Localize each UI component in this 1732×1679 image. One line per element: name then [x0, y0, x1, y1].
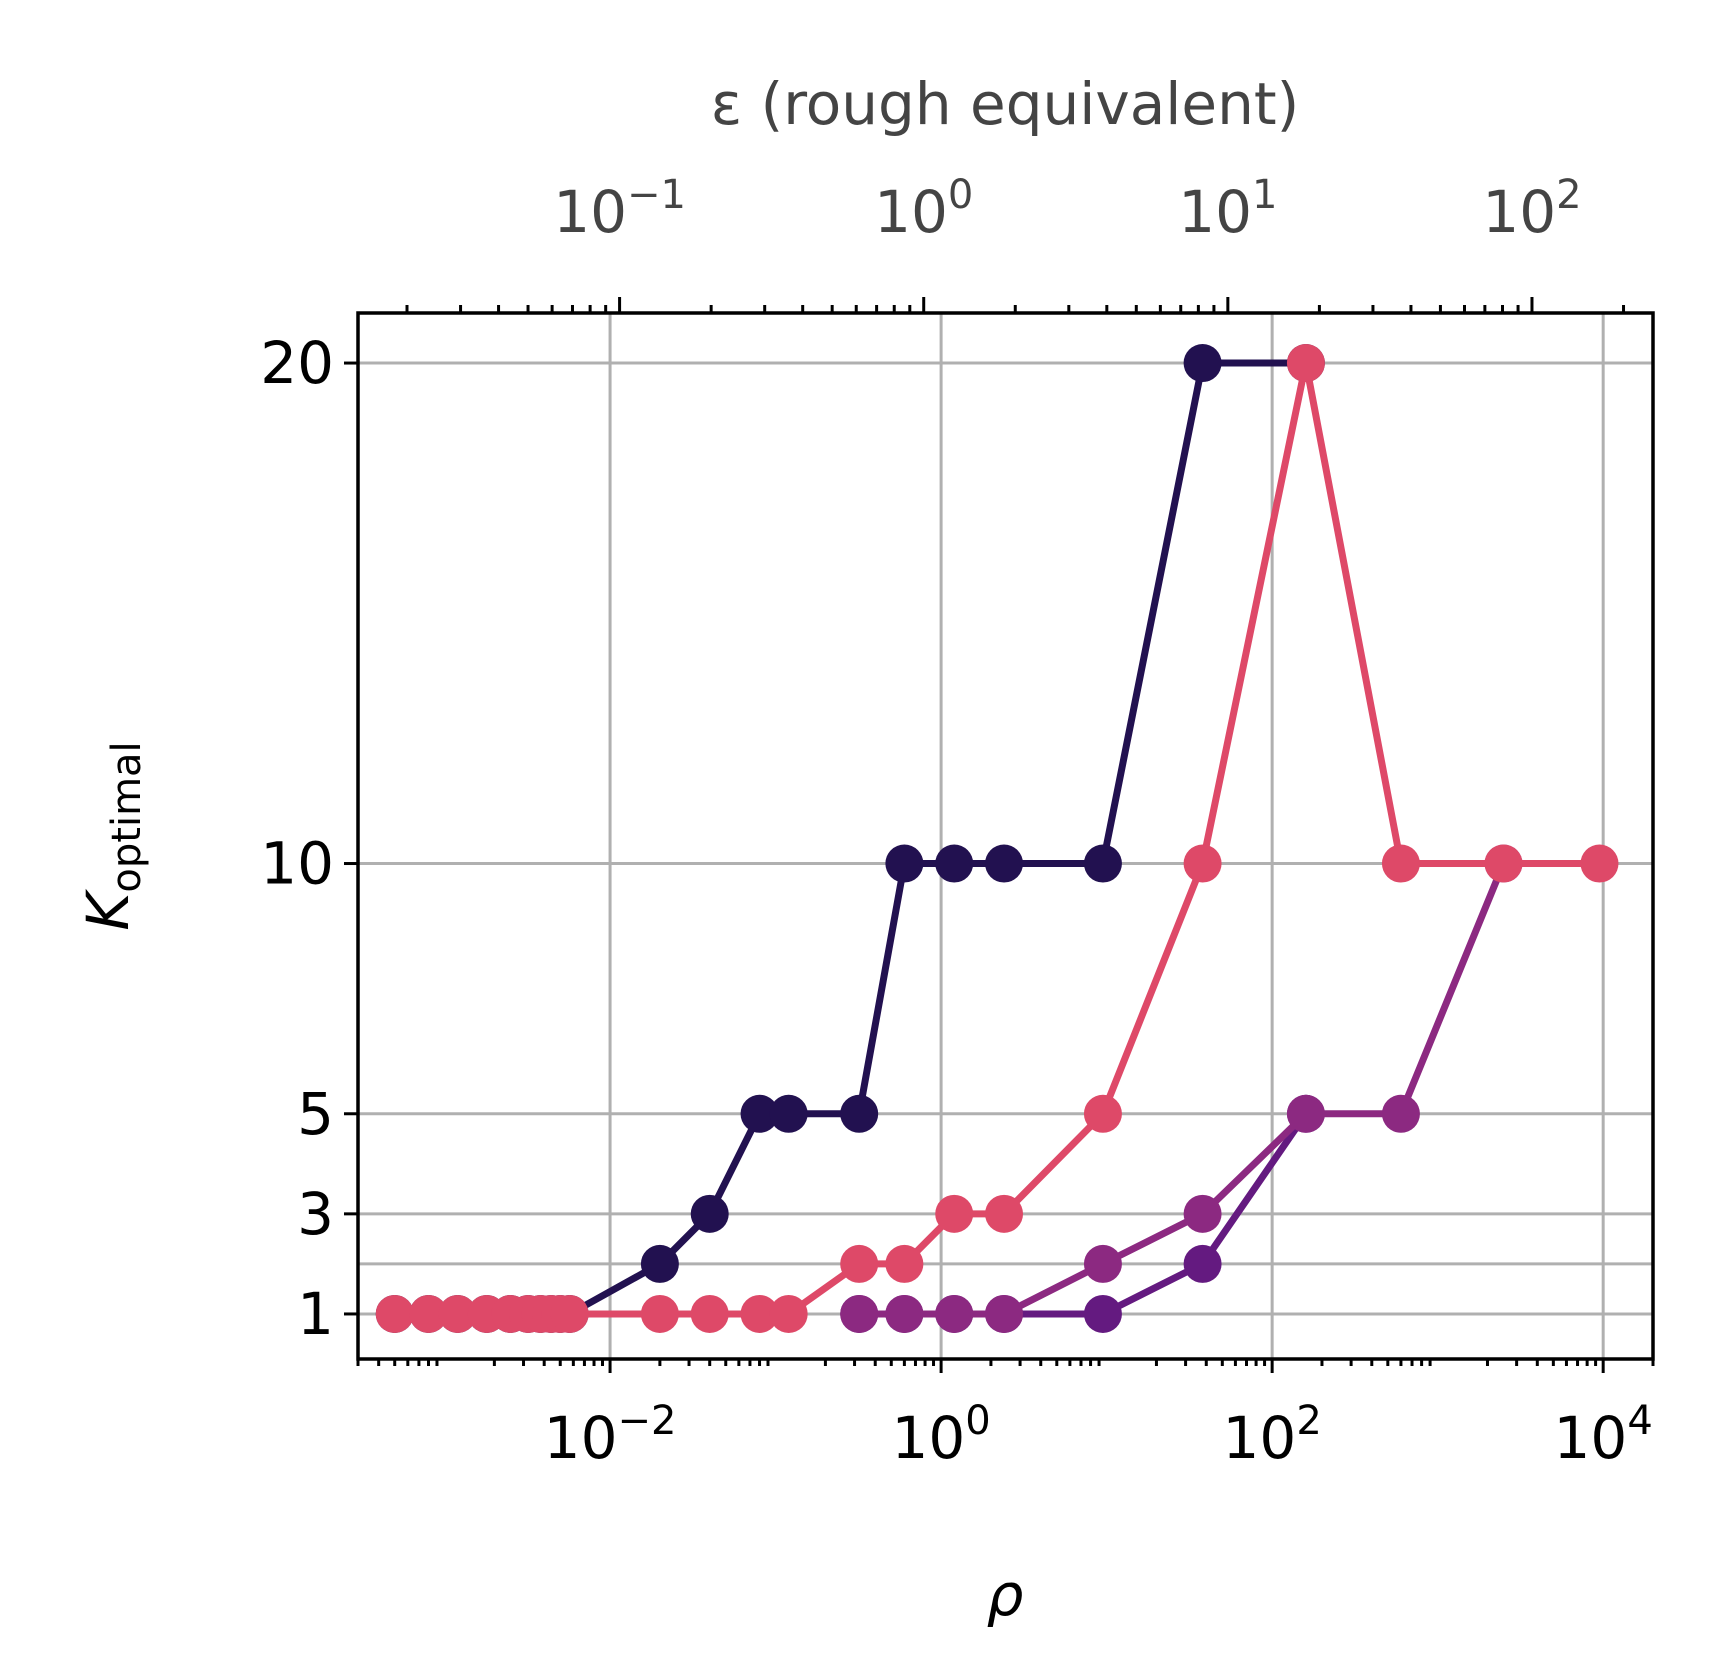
- series-3-point: [690, 1294, 729, 1333]
- x-axis-title: ρ: [987, 1561, 1024, 1629]
- series-3-point: [1286, 344, 1325, 383]
- series-0-point: [885, 844, 924, 883]
- y-axis-title-main: K: [74, 889, 142, 931]
- series-0-point: [690, 1194, 729, 1233]
- series-0-point: [740, 1094, 779, 1133]
- y-tick-label-2: 5: [297, 1080, 334, 1148]
- top-axis-title: ε (rough equivalent): [711, 70, 1299, 138]
- top-tick-label-2: 101: [1178, 172, 1277, 246]
- series-3-point: [1083, 1094, 1122, 1133]
- plot-frame: [356, 311, 1655, 1361]
- y-tick-label-1: 3: [297, 1180, 334, 1248]
- y-axis-title-subscript: optimal: [104, 741, 150, 892]
- top-tick-label-3: 102: [1482, 172, 1581, 246]
- y-axis-title: Koptimal: [74, 741, 150, 930]
- series-3-point: [740, 1294, 779, 1333]
- top-axis: 10−1 100 101 102: [405, 172, 1626, 313]
- left-axis: 1 3 5 10 20: [260, 329, 358, 1348]
- series-3-point: [885, 1244, 924, 1283]
- y-tick-label-3: 10: [260, 830, 334, 898]
- series-2-line: [859, 862, 1507, 1318]
- x-tick-label-3: 104: [1554, 1398, 1653, 1472]
- series-3-point: [550, 1294, 589, 1333]
- series-3-point: [1484, 844, 1523, 883]
- series-2-point: [985, 1294, 1024, 1333]
- series-3: [375, 344, 1619, 1333]
- series-0-point: [1083, 844, 1122, 883]
- series-2-point: [1083, 1244, 1122, 1283]
- series-3-point: [640, 1294, 679, 1333]
- series-0-point: [769, 1094, 808, 1133]
- series-2-point: [1381, 1094, 1420, 1133]
- series-0: [375, 344, 1325, 1333]
- series-0-point: [1183, 344, 1222, 383]
- series-0-point: [985, 844, 1024, 883]
- series-2-point: [840, 1294, 879, 1333]
- series-3-point: [840, 1244, 879, 1283]
- y-tick-label-4: 20: [260, 329, 334, 397]
- series-3-point: [1381, 844, 1420, 883]
- x-tick-label-0: 10−2: [544, 1398, 677, 1472]
- series-3-line: [394, 359, 1600, 1318]
- y-tick-label-0: 1: [297, 1280, 334, 1348]
- series-2: [840, 844, 1523, 1333]
- x-tick-label-1: 100: [891, 1398, 990, 1472]
- series-3-point: [375, 1294, 414, 1333]
- series-3-point: [769, 1294, 808, 1333]
- top-tick-label-1: 100: [874, 172, 973, 246]
- series-3-point: [1183, 844, 1222, 883]
- x-tick-label-2: 102: [1223, 1398, 1322, 1472]
- series-1-point: [1083, 1294, 1122, 1333]
- series-3-point: [438, 1294, 477, 1333]
- series-0-point: [640, 1244, 679, 1283]
- series-0-point: [935, 844, 974, 883]
- series-layer: [375, 344, 1619, 1333]
- series-3-point: [1580, 844, 1619, 883]
- bottom-axis: 10−2 100 102 104: [356, 1359, 1655, 1472]
- series-3-point: [409, 1294, 448, 1333]
- series-3-point: [985, 1194, 1024, 1233]
- series-2-point: [885, 1294, 924, 1333]
- series-3-point: [935, 1194, 974, 1233]
- series-0-point: [840, 1094, 879, 1133]
- series-2-point: [1183, 1194, 1222, 1233]
- series-2-point: [1286, 1094, 1325, 1133]
- series-0-line: [394, 359, 1306, 1318]
- top-tick-label-0: 10−1: [553, 172, 686, 246]
- series-2-point: [935, 1294, 974, 1333]
- series-1-point: [1183, 1244, 1222, 1283]
